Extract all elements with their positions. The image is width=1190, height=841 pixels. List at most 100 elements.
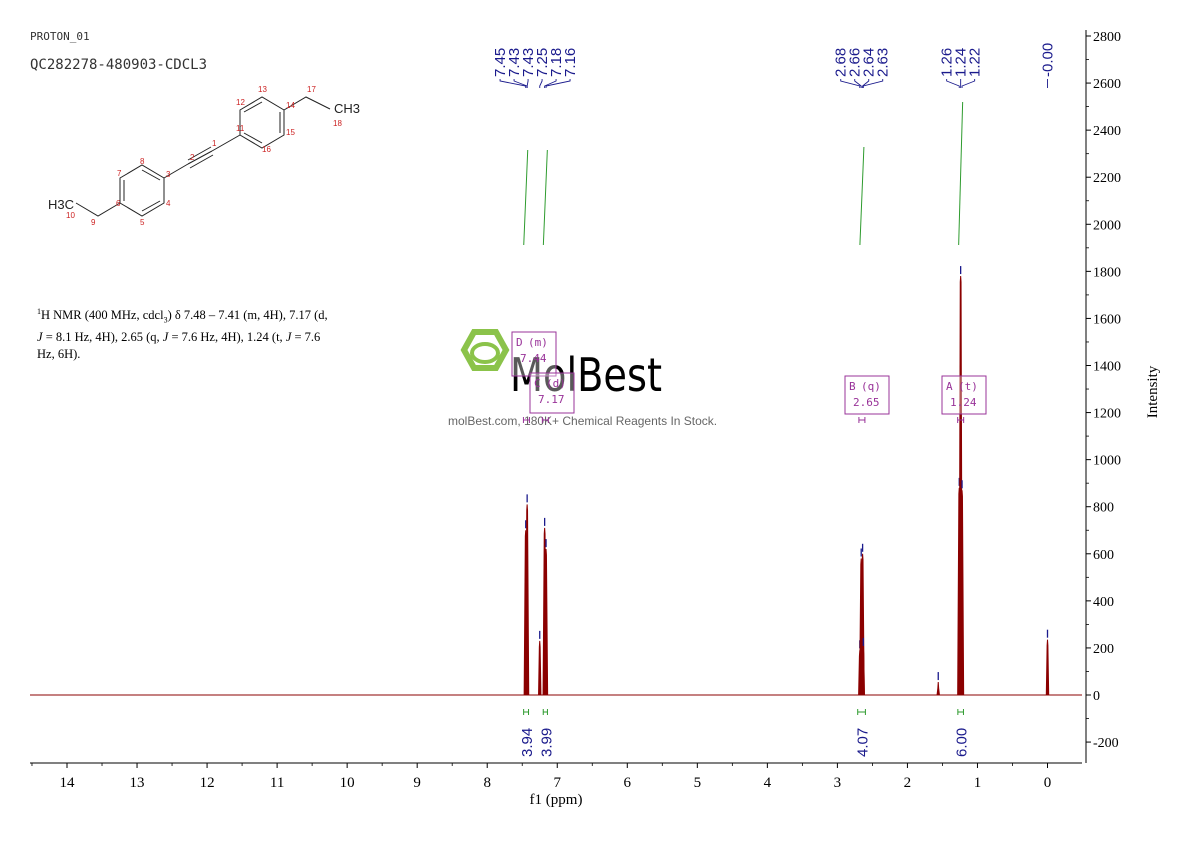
y-tick-label: 400 [1093, 595, 1114, 610]
peak-shift-label: 2.68 [833, 48, 850, 77]
multiplet-box-d: D (m) 7.44 [511, 331, 557, 423]
multiplet-frame [844, 375, 890, 415]
ethyl-chain-right [283, 96, 331, 111]
watermark-brand: MolBest [510, 348, 662, 402]
peak-shift-label: 7.43 [520, 48, 537, 77]
y-tick-label: 1200 [1093, 407, 1121, 422]
x-axis-title: f1 (ppm) [530, 792, 583, 808]
x-tick-label: 8 [483, 775, 491, 791]
y-tick-label: 200 [1093, 642, 1114, 657]
multiplet-letter: C [534, 377, 541, 390]
multiplet-letter: B [849, 380, 856, 393]
atom-number: 17 [307, 85, 316, 94]
atom-number: 5 [140, 218, 145, 227]
integral-value: 3.94 [519, 728, 536, 757]
multiplet-shift: 1.24 [950, 396, 977, 409]
multiplet-letter: A [946, 380, 953, 393]
y-tick-label: 600 [1093, 548, 1114, 563]
multiplet-shift: 7.17 [538, 393, 565, 406]
y-axis-title: Intensity [1145, 365, 1161, 418]
multiplet-type: (m) [528, 336, 548, 349]
multiplet-box-c: C (d) 7.17 [529, 372, 575, 423]
integral-curve [542, 149, 548, 246]
y-tick-label: 1800 [1093, 265, 1121, 280]
integral-curve [523, 149, 529, 246]
peak-label-connector [526, 79, 529, 88]
atom-number: 9 [91, 218, 96, 227]
y-tick-label: 2600 [1093, 77, 1121, 92]
coupling-j-1: J [37, 329, 43, 344]
x-tick-label: 1 [974, 775, 982, 791]
peak-label-connector [854, 79, 862, 88]
atom-number: 18 [333, 119, 342, 128]
axes: 14 13 12 11 10 9 8 7 6 5 4 3 2 1 0f1 (ppm)-20002004006… [30, 30, 1161, 808]
atom-number: 16 [262, 145, 271, 154]
ethyl-chain-left [75, 202, 121, 217]
multiplet-frame [511, 331, 557, 377]
atom-number: 13 [258, 85, 267, 94]
x-tick-label: 6 [624, 775, 632, 791]
watermark-tagline: molBest.com, 180K+ Chemical Reagents In … [448, 414, 717, 428]
y-tick-label: 800 [1093, 501, 1114, 516]
x-tick-label: 11 [270, 775, 284, 791]
peak-label-connector [545, 79, 571, 88]
experiment-label: PROTON_01 [30, 30, 90, 43]
peak-label-connector [862, 79, 870, 88]
atom-number: 8 [140, 157, 145, 166]
integral-value: 6.00 [954, 728, 971, 757]
sample-id: QC282278-480903-CDCL3 [30, 57, 208, 73]
spectrum-peak [1045, 639, 1050, 696]
spectrum-peak [861, 647, 866, 696]
x-tick-label: 12 [200, 775, 215, 791]
ring-bond [243, 132, 263, 144]
nmr-description: 1H NMR (400 MHz, cdcl3) δ 7.48 – 7.41 (m… [37, 303, 367, 363]
chemical-structure [75, 96, 331, 217]
desc-subscript: 3 [163, 315, 168, 325]
integral-curve [958, 101, 964, 246]
atom-number: 3 [166, 170, 171, 179]
molbest-logo-inner [470, 342, 500, 364]
multiplet-type: (t) [958, 380, 978, 393]
y-tick-label: 2800 [1093, 30, 1121, 45]
alkyne-bond [189, 154, 214, 169]
multiplet-type: (q) [861, 380, 881, 393]
spectrum-peak [525, 504, 530, 696]
right-benzene-ring [239, 96, 285, 149]
peak-shift-label: 1.24 [953, 48, 970, 77]
peak-shift-label: 7.18 [548, 48, 565, 77]
peak-label-connector [862, 79, 884, 88]
peak-shift-label: 1.26 [939, 48, 956, 77]
ring-bond [243, 101, 263, 113]
desc-part-2: ) δ 7.48 – 7.41 (m, 4H), 7.17 (d, [167, 308, 328, 323]
x-tick-label: 9 [413, 775, 421, 791]
y-tick-label: 0 [1093, 689, 1100, 704]
desc-part-4: = 7.6 Hz, 4H), 1.24 (t, [168, 329, 286, 344]
alkyne-bond [187, 146, 212, 161]
atom-number: 10 [66, 211, 75, 220]
peak-label-connector [499, 79, 527, 88]
peak-label-connector [961, 79, 976, 88]
atom-number: 14 [286, 101, 295, 110]
multiplet-frame [941, 375, 987, 415]
atom-number: 7 [117, 169, 122, 178]
peak-shift-label: 2.63 [875, 48, 892, 77]
spectrum-layer: 7.457.437.437.257.187.16 2.682.662.642.63… [30, 43, 1082, 757]
peak-shift-label: 7.45 [492, 48, 509, 77]
y-tick-label: 1400 [1093, 360, 1121, 375]
peak-shift-label: 7.16 [562, 48, 579, 77]
alkyne-bond [163, 163, 189, 179]
coupling-j-3: J [285, 329, 292, 344]
x-tick-label: 5 [694, 775, 702, 791]
peak-shift-label: 7.25 [534, 48, 551, 77]
spectrum-peak [959, 490, 965, 696]
y-tick-label: 2200 [1093, 171, 1121, 186]
desc-part-1: H NMR (400 MHz, cdcl [41, 308, 164, 323]
peak-shift-label: 1.22 [967, 48, 984, 77]
y-tick-label: 2000 [1093, 218, 1121, 233]
y-tick-label: 2400 [1093, 124, 1121, 139]
multiplet-frame [529, 372, 575, 414]
alkyne-bond [187, 150, 213, 165]
multiplet-shift: 7.44 [520, 352, 547, 365]
